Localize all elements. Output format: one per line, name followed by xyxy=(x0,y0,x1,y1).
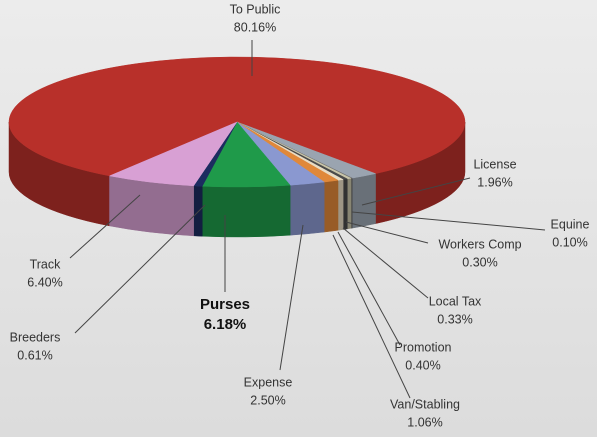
slice-value: 6.18% xyxy=(204,316,247,333)
slice-value: 0.10% xyxy=(552,235,587,249)
leader-line xyxy=(361,177,471,206)
slice-label: Purses xyxy=(200,296,250,313)
slice-value: 0.30% xyxy=(462,255,497,269)
slice-value: 2.50% xyxy=(250,393,285,407)
leader-line xyxy=(351,211,546,231)
leader-line xyxy=(69,194,141,259)
slice-side xyxy=(347,177,352,230)
slice-label: Promotion xyxy=(395,340,452,354)
slice-label: Breeders xyxy=(10,330,61,344)
slice-side xyxy=(352,173,376,229)
slice-label: Workers Comp xyxy=(438,237,521,251)
slice-side xyxy=(289,181,325,236)
leader-line xyxy=(74,204,206,334)
leader-line xyxy=(345,221,429,244)
slice-value: 80.16% xyxy=(234,20,276,34)
slice-label: License xyxy=(473,157,516,171)
slice xyxy=(8,56,466,177)
slice-label: Track xyxy=(30,257,62,271)
leader-line xyxy=(279,224,304,371)
slice-label: Equine xyxy=(551,217,590,231)
leader-line xyxy=(337,231,401,346)
leader-line xyxy=(332,234,411,399)
slice-side xyxy=(202,184,291,238)
slice xyxy=(108,121,238,187)
slice-label: Expense xyxy=(244,375,293,389)
slice-label: Local Tax xyxy=(429,294,482,308)
slice-side xyxy=(337,179,344,231)
slice-value: 0.40% xyxy=(405,358,440,372)
leader-line xyxy=(342,227,429,299)
slice-value: 0.61% xyxy=(17,348,52,362)
slice-value: 1.06% xyxy=(407,415,442,429)
slice-label: Van/Stabling xyxy=(390,397,460,411)
slice-value: 6.40% xyxy=(27,275,62,289)
slice-label: To Public xyxy=(230,2,281,16)
slice-value: 1.96% xyxy=(477,175,512,189)
slice-side xyxy=(193,185,203,237)
slice-value: 0.33% xyxy=(437,312,472,326)
slice-side xyxy=(323,179,339,233)
